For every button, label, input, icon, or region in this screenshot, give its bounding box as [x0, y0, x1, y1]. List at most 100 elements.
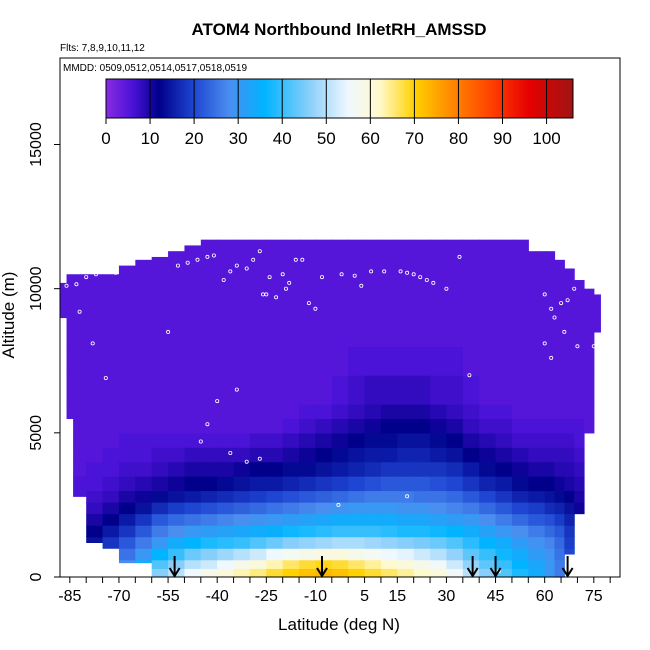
rh-cell: [348, 461, 366, 477]
rh-cell: [315, 502, 333, 515]
rh-cell: [118, 461, 136, 477]
rh-cell: [528, 502, 546, 515]
sample-point: [103, 375, 108, 380]
rh-cell: [528, 536, 546, 549]
rh-cell: [479, 404, 497, 420]
sample-point: [339, 272, 344, 277]
rh-cell: [86, 525, 104, 538]
rh-cell: [200, 346, 218, 376]
rh-cell: [168, 559, 186, 569]
rh-cell: [102, 476, 120, 492]
rh-cell: [266, 490, 284, 503]
arrow-head: [561, 567, 574, 578]
rh-cell: [364, 432, 382, 448]
rh-cell: [511, 476, 529, 492]
rh-cell: [315, 525, 333, 538]
rh-cell: [299, 559, 317, 569]
arrow-head: [489, 567, 502, 578]
rh-cell: [430, 288, 448, 319]
rh-cell: [479, 432, 497, 448]
rh-cell: [462, 239, 480, 261]
sample-point: [257, 456, 262, 461]
x-tick-label: 60: [536, 588, 554, 605]
rh-cell: [397, 536, 415, 549]
rh-cell: [282, 461, 300, 477]
sample-point: [591, 254, 596, 259]
rh-cell: [266, 404, 284, 420]
sample-point: [205, 422, 210, 427]
sample-point: [542, 292, 547, 297]
rh-cell: [73, 432, 87, 448]
rh-cell: [86, 461, 104, 477]
rh-cell: [73, 476, 87, 492]
rh-cell: [315, 559, 333, 569]
x-tick-label: 45: [487, 588, 505, 605]
rh-cell: [413, 525, 431, 538]
rh-cell: [413, 568, 431, 578]
sample-point: [198, 439, 203, 444]
rh-cell: [299, 259, 317, 290]
rh-cell: [348, 568, 366, 578]
sample-point: [431, 280, 436, 285]
rh-cell: [583, 288, 595, 319]
rh-cell: [168, 259, 186, 290]
rh-cell: [282, 536, 300, 549]
rh-cell: [380, 548, 398, 561]
rh-cell: [348, 432, 366, 448]
rh-cell: [544, 548, 556, 561]
rh-cell: [151, 259, 169, 290]
rh-cell: [151, 536, 169, 549]
rh-cell: [430, 490, 448, 503]
rh-cell: [574, 404, 585, 420]
rh-cell: [430, 317, 448, 347]
rh-cell: [348, 288, 366, 319]
rh-cell: [184, 288, 202, 319]
rh-cell: [118, 525, 136, 538]
sample-point: [185, 260, 190, 265]
rh-cell: [544, 375, 556, 405]
rh-cell: [380, 490, 398, 503]
rh-cell: [380, 476, 398, 492]
rh-cell: [348, 317, 366, 347]
rh-cell: [495, 502, 513, 515]
rh-cell: [200, 548, 218, 561]
rh-cell: [102, 375, 120, 405]
rh-cell: [446, 525, 464, 538]
rh-cell: [495, 559, 513, 569]
rh-cell: [564, 404, 575, 420]
rh-cell: [554, 568, 565, 578]
rh-cell: [315, 476, 333, 492]
sample-point: [228, 450, 233, 455]
sample-point: [585, 260, 590, 265]
rh-cell: [348, 536, 366, 549]
rh-cell: [380, 418, 398, 434]
rh-cell: [151, 525, 169, 538]
rh-cell: [282, 346, 300, 376]
rh-cell: [299, 447, 317, 463]
rh-cell: [151, 404, 169, 420]
profile-arrows: [168, 556, 574, 578]
profile-arrow-icon: [489, 556, 502, 578]
rh-cell: [413, 490, 431, 503]
rh-cell: [168, 461, 186, 477]
rh-cell: [66, 404, 74, 420]
rh-cell: [331, 548, 349, 561]
rh-cell: [135, 559, 153, 564]
rh-cell: [348, 346, 366, 376]
rh-cell: [168, 513, 186, 526]
rh-cell: [544, 513, 556, 526]
rh-cell: [299, 239, 317, 261]
rh-cell: [446, 568, 464, 578]
rh-cell: [528, 447, 546, 463]
rh-cell: [102, 525, 120, 538]
rh-cell: [593, 317, 601, 333]
rh-cell: [86, 490, 104, 503]
rh-cell: [574, 432, 585, 448]
rh-cell: [331, 239, 349, 261]
rh-cell: [184, 404, 202, 420]
rh-cell: [60, 288, 68, 319]
rh-cell: [364, 259, 382, 290]
rh-cell: [446, 259, 464, 290]
sample-point: [313, 306, 318, 311]
colorbar-tick-label: 50: [317, 129, 336, 148]
